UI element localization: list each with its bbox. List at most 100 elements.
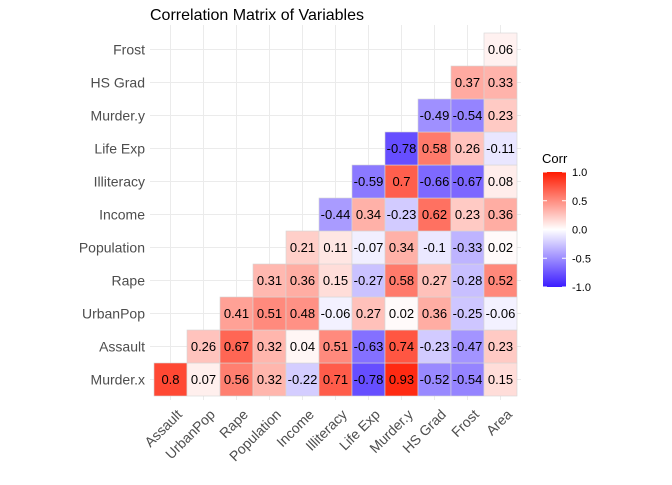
cell-value-label: 0.27 xyxy=(422,273,447,288)
cell-value-label: -0.06 xyxy=(321,306,351,321)
heatmap-cell xyxy=(483,362,518,397)
x-tick-label: Frost xyxy=(448,406,482,440)
heatmap-tiles xyxy=(153,32,518,397)
heatmap-cell xyxy=(219,329,254,364)
cell-value-label: -0.59 xyxy=(354,174,384,189)
cell-value-label: 0.26 xyxy=(191,339,216,354)
heatmap-cell xyxy=(351,164,386,199)
cell-value-labels: 0.8 0.07 0.56 0.32 -0.22 0.71 -0.78 0.93 -0.52 -0… xyxy=(161,42,515,387)
cell-value-label: 0.27 xyxy=(356,306,381,321)
heatmap-cell xyxy=(483,197,518,232)
cell-value-label: 0.67 xyxy=(224,339,249,354)
cell-value-label: -0.78 xyxy=(354,372,384,387)
heatmap-cell xyxy=(483,329,518,364)
y-axis: Murder.x Assault UrbanPop Rape Population Inc… xyxy=(79,42,145,388)
cell-value-label: -0.66 xyxy=(420,174,450,189)
cell-value-label: -0.78 xyxy=(387,141,417,156)
cell-value-label: 0.26 xyxy=(455,141,480,156)
heatmap-cell xyxy=(417,164,452,199)
heatmap-cell xyxy=(285,362,320,397)
heatmap-cell xyxy=(351,197,386,232)
cell-value-label: -0.67 xyxy=(453,174,483,189)
cell-value-label: 0.36 xyxy=(290,273,315,288)
heatmap-cell xyxy=(351,230,386,265)
cell-value-label: 0.02 xyxy=(389,306,414,321)
heatmap-cell xyxy=(417,296,452,331)
cell-value-label: 0.7 xyxy=(392,174,410,189)
y-tick-label: Rape xyxy=(112,273,146,289)
heatmap-cell xyxy=(483,164,518,199)
cell-value-label: 0.15 xyxy=(323,273,348,288)
heatmap-cell xyxy=(483,98,518,133)
y-tick-label: Illiteracy xyxy=(94,174,145,190)
cell-value-label: 0.58 xyxy=(422,141,447,156)
cell-value-label: 0.32 xyxy=(257,339,282,354)
cell-value-label: -0.44 xyxy=(321,207,351,222)
cell-value-label: 0.31 xyxy=(257,273,282,288)
heatmap-cell xyxy=(384,230,419,265)
chart-title: Correlation Matrix of Variables xyxy=(150,7,365,24)
cell-value-label: 0.93 xyxy=(389,372,414,387)
heatmap-cell xyxy=(384,131,419,166)
cell-value-label: 0.06 xyxy=(488,42,513,57)
y-tick-label: HS Grad xyxy=(91,75,145,91)
cell-value-label: 0.08 xyxy=(488,174,513,189)
heatmap-cell xyxy=(318,296,353,331)
cell-value-label: 0.33 xyxy=(488,75,513,90)
legend-colorbar xyxy=(543,172,566,287)
heatmap-cell xyxy=(252,329,287,364)
cell-value-label: -0.54 xyxy=(453,372,483,387)
heatmap-cell xyxy=(417,329,452,364)
legend-tick-label: 0.5 xyxy=(572,196,587,208)
heatmap-cell xyxy=(153,362,188,397)
cell-value-label: 0.23 xyxy=(488,339,513,354)
legend-title: Corr xyxy=(542,151,568,166)
cell-value-label: 0.23 xyxy=(455,207,480,222)
legend-tick-label: 1.0 xyxy=(572,167,587,179)
cell-value-label: -0.07 xyxy=(354,240,384,255)
heatmap-cell xyxy=(384,263,419,298)
cell-value-label: 0.36 xyxy=(422,306,447,321)
heatmap-cell xyxy=(351,362,386,397)
cell-value-label: 0.71 xyxy=(323,372,348,387)
heatmap-cell xyxy=(450,230,485,265)
cell-value-label: -0.22 xyxy=(288,372,318,387)
color-legend: 1.0 0.5 0.0 -0.5 -1.0 xyxy=(543,167,591,294)
cell-value-label: -0.47 xyxy=(453,339,483,354)
y-tick-label: UrbanPop xyxy=(82,306,145,322)
heatmap-cell xyxy=(450,65,485,100)
cell-value-label: 0.15 xyxy=(488,372,513,387)
cell-value-label: 0.58 xyxy=(389,273,414,288)
cell-value-label: 0.41 xyxy=(224,306,249,321)
cell-value-label: 0.34 xyxy=(389,240,414,255)
cell-value-label: 0.48 xyxy=(290,306,315,321)
cell-value-label: 0.62 xyxy=(422,207,447,222)
heatmap-cell xyxy=(285,296,320,331)
x-axis: AssaultUrbanPopRapePopulationIncomeIllit… xyxy=(141,406,515,464)
heatmap-cell xyxy=(186,329,221,364)
y-tick-label: Income xyxy=(99,207,145,223)
y-tick-label: Life Exp xyxy=(94,141,145,157)
cell-value-label: -0.54 xyxy=(453,108,483,123)
y-tick-label: Frost xyxy=(113,42,145,58)
cell-value-label: -0.27 xyxy=(354,273,384,288)
cell-value-label: 0.04 xyxy=(290,339,315,354)
cell-value-label: 0.74 xyxy=(389,339,414,354)
cell-value-label: 0.37 xyxy=(455,75,480,90)
heatmap-cell xyxy=(483,32,518,67)
cell-value-label: -0.23 xyxy=(387,207,417,222)
cell-value-label: -0.33 xyxy=(453,240,483,255)
legend-tick-label: -1.0 xyxy=(572,282,591,294)
heatmap-cell xyxy=(483,230,518,265)
heatmap-cell xyxy=(483,131,518,166)
heatmap-cell xyxy=(252,296,287,331)
heatmap-cell xyxy=(384,329,419,364)
cell-value-label: -0.49 xyxy=(420,108,450,123)
heatmap-cell xyxy=(252,263,287,298)
heatmap-cell xyxy=(351,263,386,298)
x-tick-label: Area xyxy=(483,406,515,438)
heatmap-cell xyxy=(219,362,254,397)
heatmap-cell xyxy=(450,263,485,298)
